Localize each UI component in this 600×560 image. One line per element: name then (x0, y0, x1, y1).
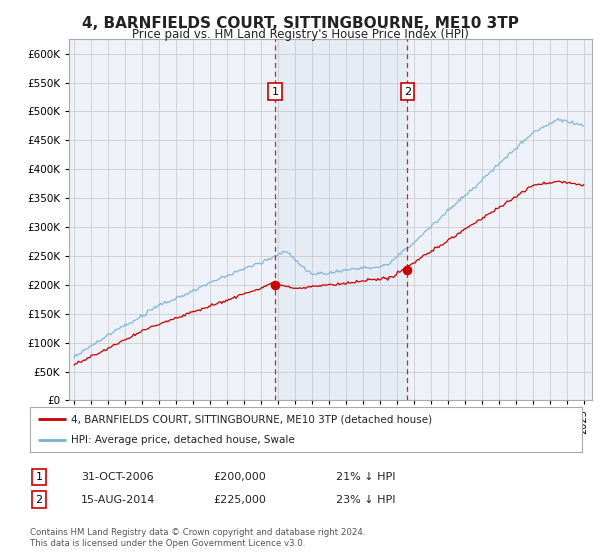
Text: HPI: Average price, detached house, Swale: HPI: Average price, detached house, Swal… (71, 435, 295, 445)
Bar (275, 39, 407, 400)
Text: 1: 1 (35, 472, 43, 482)
Text: 4, BARNFIELDS COURT, SITTINGBOURNE, ME10 3TP: 4, BARNFIELDS COURT, SITTINGBOURNE, ME10… (82, 16, 518, 31)
Point (403, 266, 412, 275)
Point (270, 281, 280, 290)
Text: 23% ↓ HPI: 23% ↓ HPI (336, 494, 395, 505)
Text: £200,000: £200,000 (213, 472, 266, 482)
Text: 21% ↓ HPI: 21% ↓ HPI (336, 472, 395, 482)
Text: Contains HM Land Registry data © Crown copyright and database right 2024.
This d: Contains HM Land Registry data © Crown c… (30, 528, 365, 548)
Text: 2: 2 (35, 494, 43, 505)
Text: 31-OCT-2006: 31-OCT-2006 (81, 472, 154, 482)
Text: 1: 1 (272, 87, 278, 96)
Text: 4, BARNFIELDS COURT, SITTINGBOURNE, ME10 3TP (detached house): 4, BARNFIELDS COURT, SITTINGBOURNE, ME10… (71, 414, 433, 424)
Text: Price paid vs. HM Land Registry's House Price Index (HPI): Price paid vs. HM Land Registry's House … (131, 28, 469, 41)
Text: 2: 2 (404, 87, 411, 96)
Text: 15-AUG-2014: 15-AUG-2014 (81, 494, 155, 505)
Text: £225,000: £225,000 (213, 494, 266, 505)
